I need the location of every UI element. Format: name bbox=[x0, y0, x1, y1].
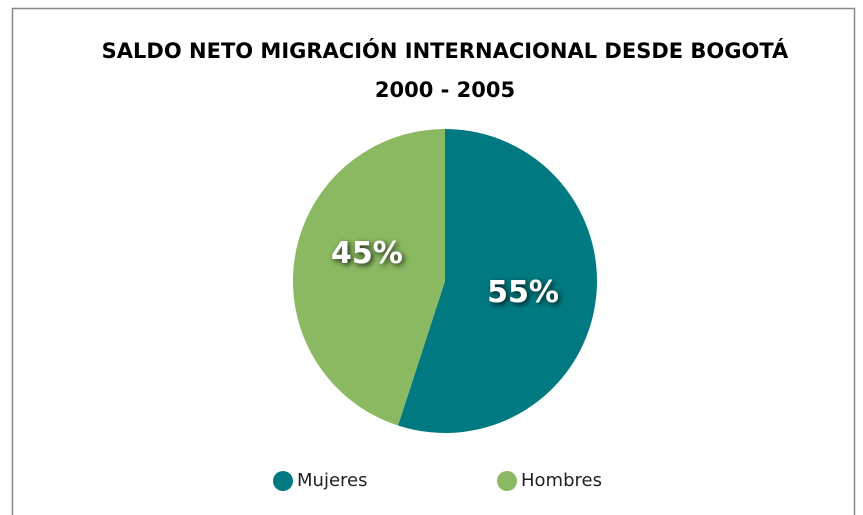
pie-slice bbox=[293, 129, 445, 426]
legend-label: Mujeres bbox=[297, 470, 367, 491]
legend-swatch bbox=[273, 471, 293, 491]
chart-title: SALDO NETO MIGRACIÓN INTERNACIONAL DESDE… bbox=[102, 38, 789, 63]
pie-slice bbox=[398, 129, 598, 434]
legend-label: Hombres bbox=[521, 470, 602, 491]
chart-subtitle: 2000 - 2005 bbox=[375, 78, 515, 102]
data-label: 55% bbox=[487, 275, 559, 310]
data-label: 45% bbox=[331, 236, 403, 271]
chart-border bbox=[11, 7, 856, 515]
legend-swatch bbox=[497, 471, 517, 491]
